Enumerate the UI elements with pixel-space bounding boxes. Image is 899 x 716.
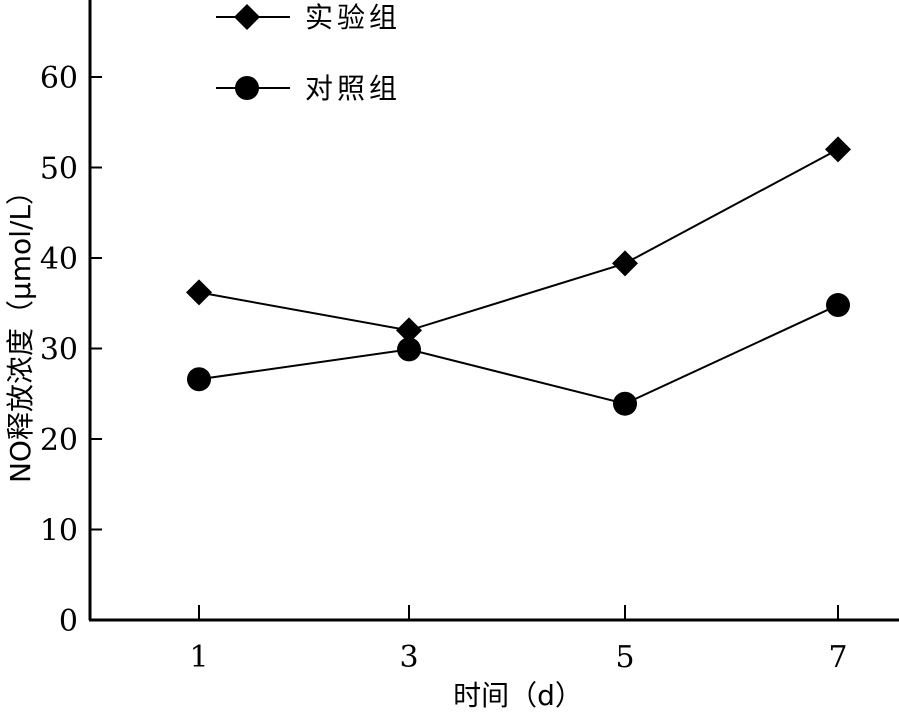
series-line bbox=[198, 304, 839, 405]
series-2 bbox=[187, 293, 850, 416]
legend-label: 对照组 bbox=[305, 72, 401, 105]
series-1 bbox=[186, 136, 851, 344]
x-axis-title: 时间（d） bbox=[453, 679, 583, 712]
y-tick-label: 30 bbox=[40, 333, 78, 368]
legend-label: 实验组 bbox=[305, 1, 401, 34]
x-tick-label: 1 bbox=[189, 640, 208, 675]
y-tick-label: 60 bbox=[40, 61, 78, 96]
data-point-circle bbox=[613, 391, 637, 416]
x-ticks: 1 3 5 7 bbox=[189, 605, 848, 675]
y-tick-label: 0 bbox=[59, 604, 78, 639]
x-tick-label: 7 bbox=[828, 640, 847, 675]
axes bbox=[88, 0, 899, 622]
series-layer bbox=[186, 136, 851, 416]
x-tick-label: 5 bbox=[615, 640, 634, 675]
x-tick-label: 3 bbox=[399, 640, 418, 675]
y-tick-label: 20 bbox=[40, 423, 78, 458]
legend-item: 对照组 bbox=[216, 72, 401, 105]
y-ticks: 0 10 20 30 40 50 60 bbox=[40, 61, 102, 639]
y-tick-label: 10 bbox=[40, 514, 78, 549]
data-point-circle bbox=[826, 293, 850, 318]
data-point-diamond bbox=[396, 317, 422, 344]
data-point-circle bbox=[187, 367, 211, 392]
y-axis-title: NO释放浓度（μmol/L） bbox=[4, 177, 37, 483]
legend-item: 实验组 bbox=[216, 1, 401, 34]
legend-marker-diamond bbox=[234, 4, 260, 30]
data-point-diamond bbox=[186, 279, 212, 306]
data-point-circle bbox=[397, 337, 421, 362]
y-tick-label: 50 bbox=[40, 152, 78, 187]
data-point-diamond bbox=[825, 136, 851, 163]
series-line bbox=[198, 148, 839, 332]
y-tick-label: 40 bbox=[40, 242, 78, 277]
data-point-diamond bbox=[612, 250, 638, 277]
legend-marker-circle bbox=[235, 76, 259, 100]
